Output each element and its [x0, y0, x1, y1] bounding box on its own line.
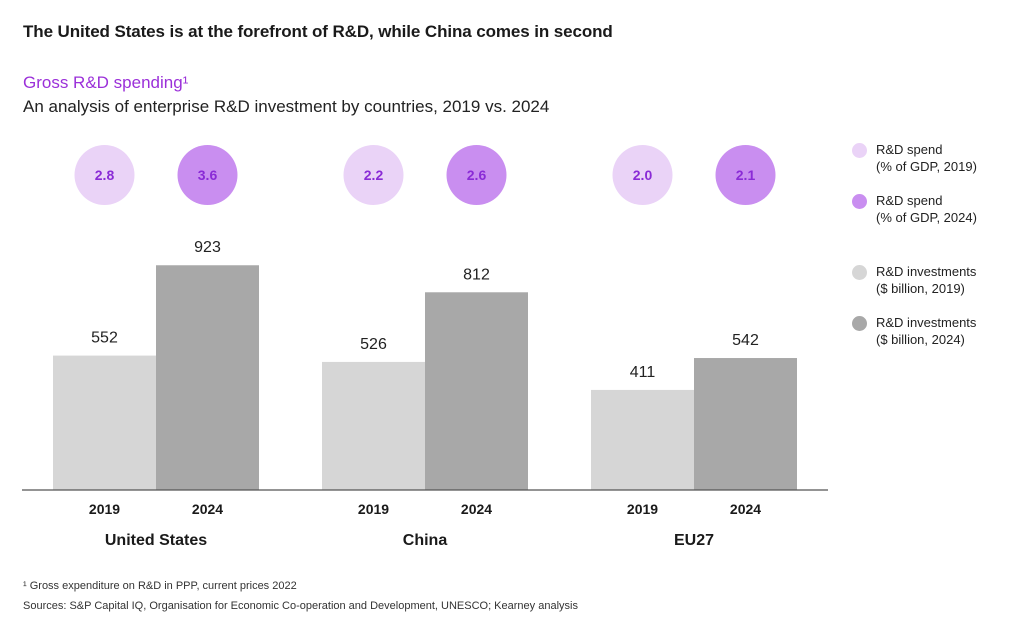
bar-united-states-2024 — [156, 265, 259, 490]
gdp-circle-eu27-2019 — [612, 145, 673, 205]
legend-swatch-gdp-2019 — [852, 143, 867, 158]
gdp-label-eu27-2024: 2.1 — [736, 167, 756, 183]
gdp-circle-united-states-2019 — [74, 145, 135, 205]
bar-united-states-2019 — [53, 355, 156, 490]
year-label-eu27-2024: 2024 — [730, 501, 761, 517]
gdp-circle-united-states-2024 — [177, 145, 238, 205]
chart-subtitle: Gross R&D spending¹ — [23, 73, 189, 92]
category-label-china: China — [403, 532, 448, 549]
value-label-eu27-2019: 411 — [630, 364, 656, 381]
gdp-label-united-states-2019: 2.8 — [95, 167, 115, 183]
footnote: ¹ Gross expenditure on R&D in PPP, curre… — [23, 580, 297, 592]
gdp-label-china-2019: 2.2 — [364, 167, 384, 183]
year-label-china-2024: 2024 — [461, 501, 492, 517]
value-label-eu27-2024: 542 — [732, 332, 759, 349]
legend-label-inv-2019: R&D investments ($ billion, 2019) — [876, 264, 977, 296]
bar-china-2024 — [425, 292, 528, 490]
sources-note: Sources: S&P Capital IQ, Organisation fo… — [23, 600, 578, 612]
category-label-eu27: EU27 — [674, 532, 714, 549]
bar-china-2019 — [322, 361, 425, 490]
value-label-united-states-2024: 923 — [194, 239, 221, 256]
year-label-united-states-2024: 2024 — [192, 501, 223, 517]
gdp-circle-china-2024 — [446, 145, 507, 205]
value-label-china-2024: 812 — [463, 266, 490, 283]
chart-description: An analysis of enterprise R&D investment… — [23, 97, 550, 116]
category-label-united-states: United States — [105, 532, 207, 549]
bar-chart: 552 2019 2.8 923 2024 3.6 United States 526 2019… — [22, 145, 828, 549]
gdp-circle-eu27-2024 — [715, 145, 776, 205]
value-label-united-states-2019: 552 — [91, 330, 118, 347]
gdp-label-eu27-2019: 2.0 — [633, 167, 653, 183]
legend-swatch-inv-2024 — [852, 316, 867, 331]
legend-label-gdp-2019: R&D spend (% of GDP, 2019) — [876, 142, 977, 174]
gdp-label-china-2024: 2.6 — [467, 167, 487, 183]
gdp-label-united-states-2024: 3.6 — [198, 167, 218, 183]
year-label-eu27-2019: 2019 — [627, 501, 658, 517]
chart-headline: The United States is at the forefront of… — [23, 22, 613, 41]
gdp-circle-china-2019 — [343, 145, 404, 205]
bar-eu27-2019 — [591, 389, 694, 490]
year-label-united-states-2019: 2019 — [89, 501, 120, 517]
bar-eu27-2024 — [694, 358, 797, 490]
legend-swatch-inv-2019 — [852, 265, 867, 280]
legend-swatch-gdp-2024 — [852, 194, 867, 209]
legend-label-inv-2024: R&D investments ($ billion, 2024) — [876, 315, 977, 347]
year-label-china-2019: 2019 — [358, 501, 389, 517]
value-label-china-2019: 526 — [360, 336, 387, 353]
legend-label-gdp-2024: R&D spend (% of GDP, 2024) — [876, 193, 977, 225]
